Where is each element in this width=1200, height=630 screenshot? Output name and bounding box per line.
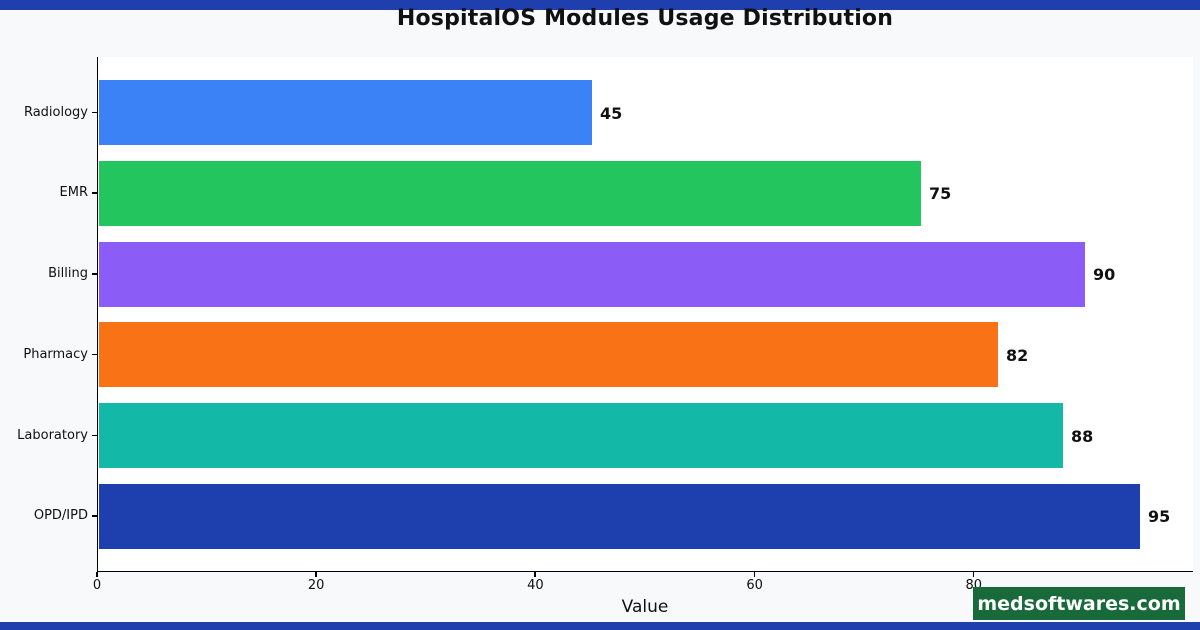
y-axis-label: OPD/IPD <box>33 508 88 524</box>
y-axis-label: Radiology <box>23 104 88 120</box>
y-axis-label: Laboratory <box>17 427 88 443</box>
x-tick-label: 20 <box>307 578 325 593</box>
x-tick <box>315 572 317 577</box>
y-axis-label: Pharmacy <box>23 346 88 362</box>
bar <box>99 242 1085 307</box>
bar-value-label: 75 <box>929 184 952 203</box>
x-tick-label: 0 <box>92 578 102 593</box>
bar-value-label: 45 <box>600 104 623 123</box>
bar-value-label: 90 <box>1093 265 1116 284</box>
bar <box>99 322 998 387</box>
y-tick <box>92 111 97 114</box>
bar <box>99 161 921 226</box>
top-accent-bar <box>0 0 1200 10</box>
x-tick-label: 60 <box>746 578 763 593</box>
x-tick <box>96 572 98 577</box>
y-tick <box>92 515 97 517</box>
bar <box>99 484 1140 549</box>
x-tick <box>972 572 975 577</box>
x-tick <box>534 572 536 577</box>
x-tick <box>753 572 756 577</box>
bar-value-label: 95 <box>1148 507 1171 526</box>
x-axis-label: Value <box>621 597 669 617</box>
y-axis-label: Billing <box>48 266 88 282</box>
bar-value-label: 88 <box>1071 427 1094 446</box>
y-tick <box>92 273 97 275</box>
y-tick <box>92 192 97 194</box>
bar-value-label: 82 <box>1006 346 1029 365</box>
y-axis-label: EMR <box>59 185 88 201</box>
y-tick <box>92 353 97 356</box>
bar <box>99 80 592 145</box>
x-tick-label: 40 <box>527 578 544 593</box>
watermark-badge: medsoftwares.com <box>973 587 1185 620</box>
bar <box>99 403 1063 468</box>
chart-title: HospitalOS Modules Usage Distribution <box>396 6 894 31</box>
bottom-accent-bar <box>0 622 1200 630</box>
y-tick <box>92 434 97 437</box>
